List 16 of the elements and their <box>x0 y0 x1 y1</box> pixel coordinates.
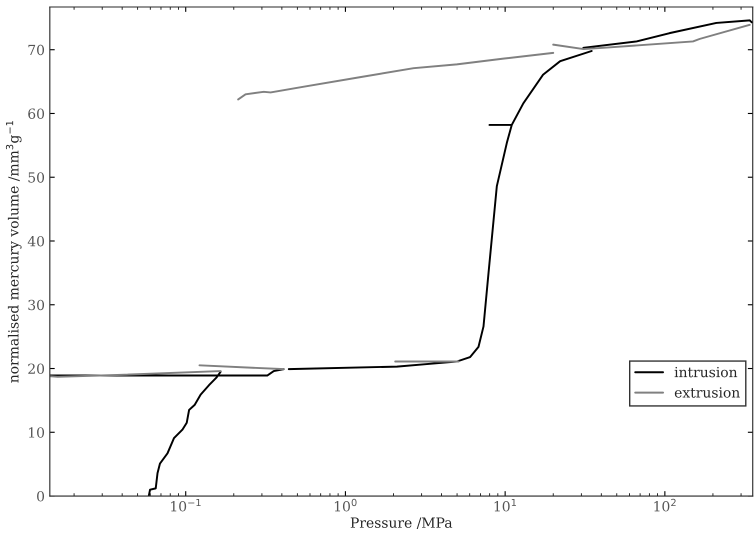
y-tick-label: 70 <box>28 44 44 56</box>
x-tick-label: 10$^{2}$ <box>654 498 676 512</box>
y-tick-label: 20 <box>28 363 44 374</box>
y-tick-label: 60 <box>28 108 44 119</box>
x-tick-label: 10$^{−1}$ <box>171 498 201 512</box>
x-tick-label: 10$^{1}$ <box>494 498 516 512</box>
legend-label: intrusion <box>674 366 738 378</box>
x-tick-label: 10$^{0}$ <box>334 498 357 512</box>
y-tick-label: 0 <box>37 491 44 502</box>
y-tick-label: 40 <box>28 236 44 246</box>
legend-label: extrusion <box>674 387 740 398</box>
y-tick-label: 30 <box>28 300 44 310</box>
y-tick-label: 10 <box>28 427 44 438</box>
y-tick-label: 50 <box>28 172 44 183</box>
y-axis-title: normalised mercury volume /mm$^{3}$g$^{−1}$ <box>6 121 22 383</box>
x-axis-title: Pressure /MPa <box>350 518 452 529</box>
